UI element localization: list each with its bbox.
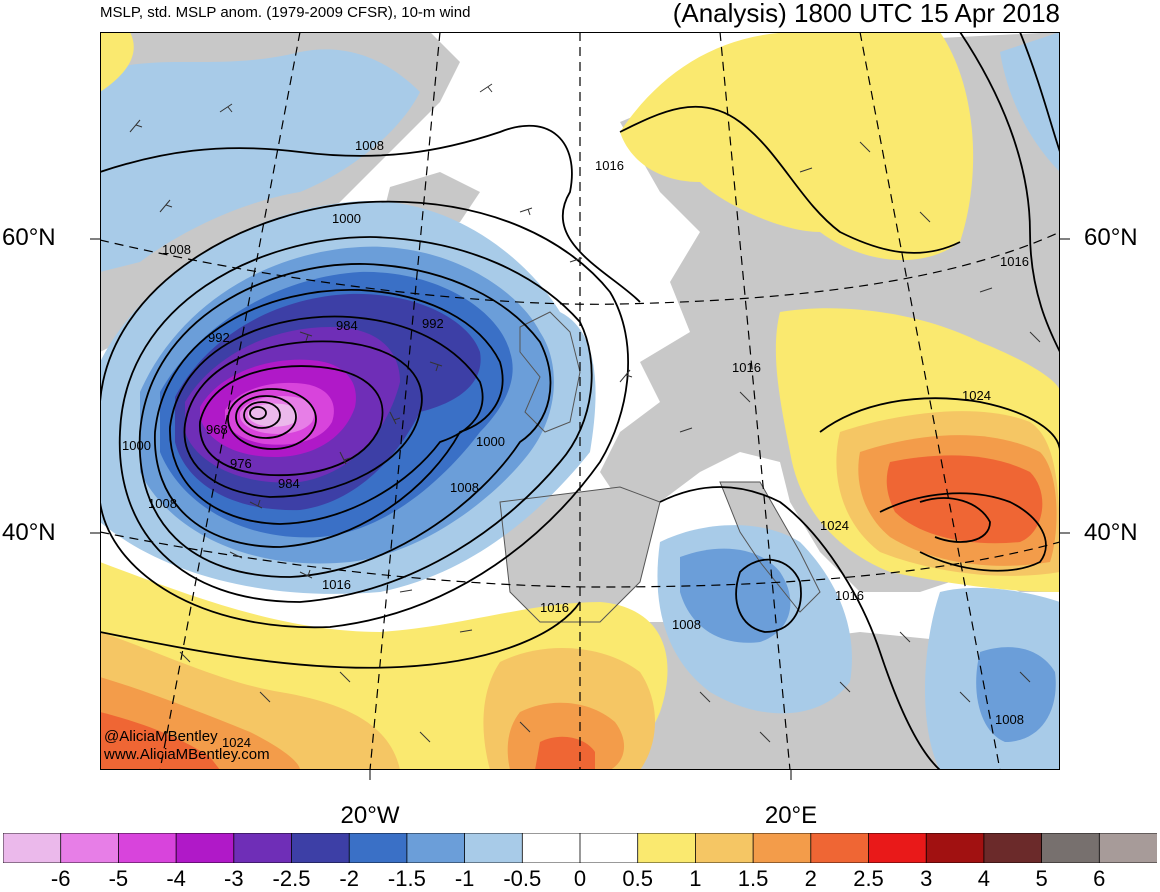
colorbar-label: -1.5 xyxy=(387,866,426,891)
isobar-label: 1024 xyxy=(962,388,991,403)
colorbar-label: 2.5 xyxy=(853,866,884,891)
isobar-label: 992 xyxy=(208,330,230,345)
isobar-label: 1000 xyxy=(332,211,361,226)
colorbar-swatch xyxy=(348,833,408,863)
isobar-label: 984 xyxy=(336,318,358,333)
coastlines xyxy=(499,311,821,623)
colorbar-label: 0.5 xyxy=(622,866,653,891)
isobar-label: 1008 xyxy=(162,242,191,257)
map-subtitle: MSLP, std. MSLP anom. (1979-2009 CFSR), … xyxy=(100,4,471,21)
isobars xyxy=(100,32,1060,770)
anomaly-pos-atlantic-2 xyxy=(100,712,220,770)
isobar-label: 1008 xyxy=(672,617,701,632)
isobar-label: 1008 xyxy=(995,712,1024,727)
isobar-labels: 1008 1016 1000 1008 992 984 992 968 976 … xyxy=(122,138,1029,750)
anomaly-neg-east-core xyxy=(976,647,1056,742)
colorbar-label: -4 xyxy=(166,866,186,891)
isobar-label: 1008 xyxy=(148,496,177,511)
colorbar-label: -0.5 xyxy=(503,866,542,891)
colorbar-swatch xyxy=(868,833,928,863)
credit-website: www.AliciaMBentley.com xyxy=(104,746,270,763)
colorbar-label: -5 xyxy=(108,866,129,891)
isobar-label: 1016 xyxy=(540,600,569,615)
colorbar-swatch xyxy=(291,833,351,863)
wind-barbs xyxy=(129,83,1041,743)
anomaly-neg-northeast xyxy=(1000,32,1060,172)
anomaly-neg-6 xyxy=(247,403,298,427)
anomaly-pos-russia-2 xyxy=(886,455,1043,544)
colorbar-swatch xyxy=(810,833,870,863)
weather-map: 1008 1016 1000 1008 992 984 992 968 976 … xyxy=(100,32,1060,770)
colorbar-label: 3 xyxy=(920,866,933,891)
colorbar-swatch xyxy=(1041,833,1101,863)
colorbar-swatch xyxy=(464,833,524,863)
colorbar-swatch xyxy=(752,833,812,863)
colorbar xyxy=(3,833,1157,863)
colorbar-label: 4 xyxy=(977,866,991,891)
colorbar-label: -6 xyxy=(50,866,71,891)
iberia-land xyxy=(500,487,660,622)
isobar-label: 1016 xyxy=(732,360,761,375)
isobar-label: 1016 xyxy=(835,588,864,603)
colorbar-swatch xyxy=(983,833,1043,863)
isobar-label: 1008 xyxy=(450,480,479,495)
colorbar-label: 6 xyxy=(1093,866,1106,891)
colorbar-swatch xyxy=(3,833,62,863)
isobar-label: 968 xyxy=(206,422,228,437)
colorbar-label: -2 xyxy=(339,866,359,891)
isobar-label: 984 xyxy=(278,476,300,491)
isobar-label: 1000 xyxy=(476,434,505,449)
lon-label-20e: 20°E xyxy=(764,802,818,829)
colorbar-swatch xyxy=(175,833,235,863)
colorbar-swatch xyxy=(579,833,639,863)
isobar-label: 992 xyxy=(422,316,444,331)
isobar-label: 1000 xyxy=(122,438,151,453)
colorbar-swatch xyxy=(521,833,581,863)
colorbar-swatch xyxy=(925,833,985,863)
colorbar-swatch xyxy=(637,833,697,863)
anomaly-pos-greenland xyxy=(100,32,134,92)
colorbar-label: 5 xyxy=(1035,866,1048,891)
colorbar-swatch xyxy=(406,833,466,863)
graticule xyxy=(100,32,1060,770)
isobar-label: 1016 xyxy=(322,577,351,592)
colorbar-label: 2 xyxy=(804,866,817,891)
colorbar-label: -3 xyxy=(224,866,244,891)
colorbar-label: 1.5 xyxy=(737,866,769,891)
isobar-label: 1024 xyxy=(222,735,251,750)
colorbar-swatch xyxy=(118,833,178,863)
colorbar-label: -2.5 xyxy=(272,866,311,891)
isobar-label: 1024 xyxy=(820,518,849,533)
colorbar-swatch xyxy=(695,833,755,863)
colorbar-swatch xyxy=(60,833,120,863)
lat-label-60n-left: 60°N xyxy=(2,224,56,251)
colorbar-label: -1 xyxy=(454,866,475,891)
colorbar-label: 0 xyxy=(573,866,587,891)
lat-label-40n-left: 40°N xyxy=(2,519,56,546)
isobar-label: 1016 xyxy=(1000,254,1029,269)
isobar-label: 976 xyxy=(230,456,252,471)
map-title: (Analysis) 1800 UTC 15 Apr 2018 xyxy=(672,0,1060,28)
colorbar-label: 1 xyxy=(689,866,702,891)
colorbar-swatch xyxy=(1098,833,1157,863)
isobar-label: 1016 xyxy=(595,158,624,173)
credit-handle: @AliciaMBentley xyxy=(104,728,218,745)
anomaly-neg-greenland xyxy=(100,49,420,272)
isobar-label: 1008 xyxy=(355,138,384,153)
lon-label-20w: 20°W xyxy=(340,802,400,829)
lat-label-40n-right: 40°N xyxy=(1084,519,1138,546)
anomaly-pos-scandinavia xyxy=(620,32,974,261)
map-frame xyxy=(100,32,1060,770)
lat-label-60n-right: 60°N xyxy=(1084,224,1138,251)
colorbar-swatch xyxy=(233,833,293,863)
